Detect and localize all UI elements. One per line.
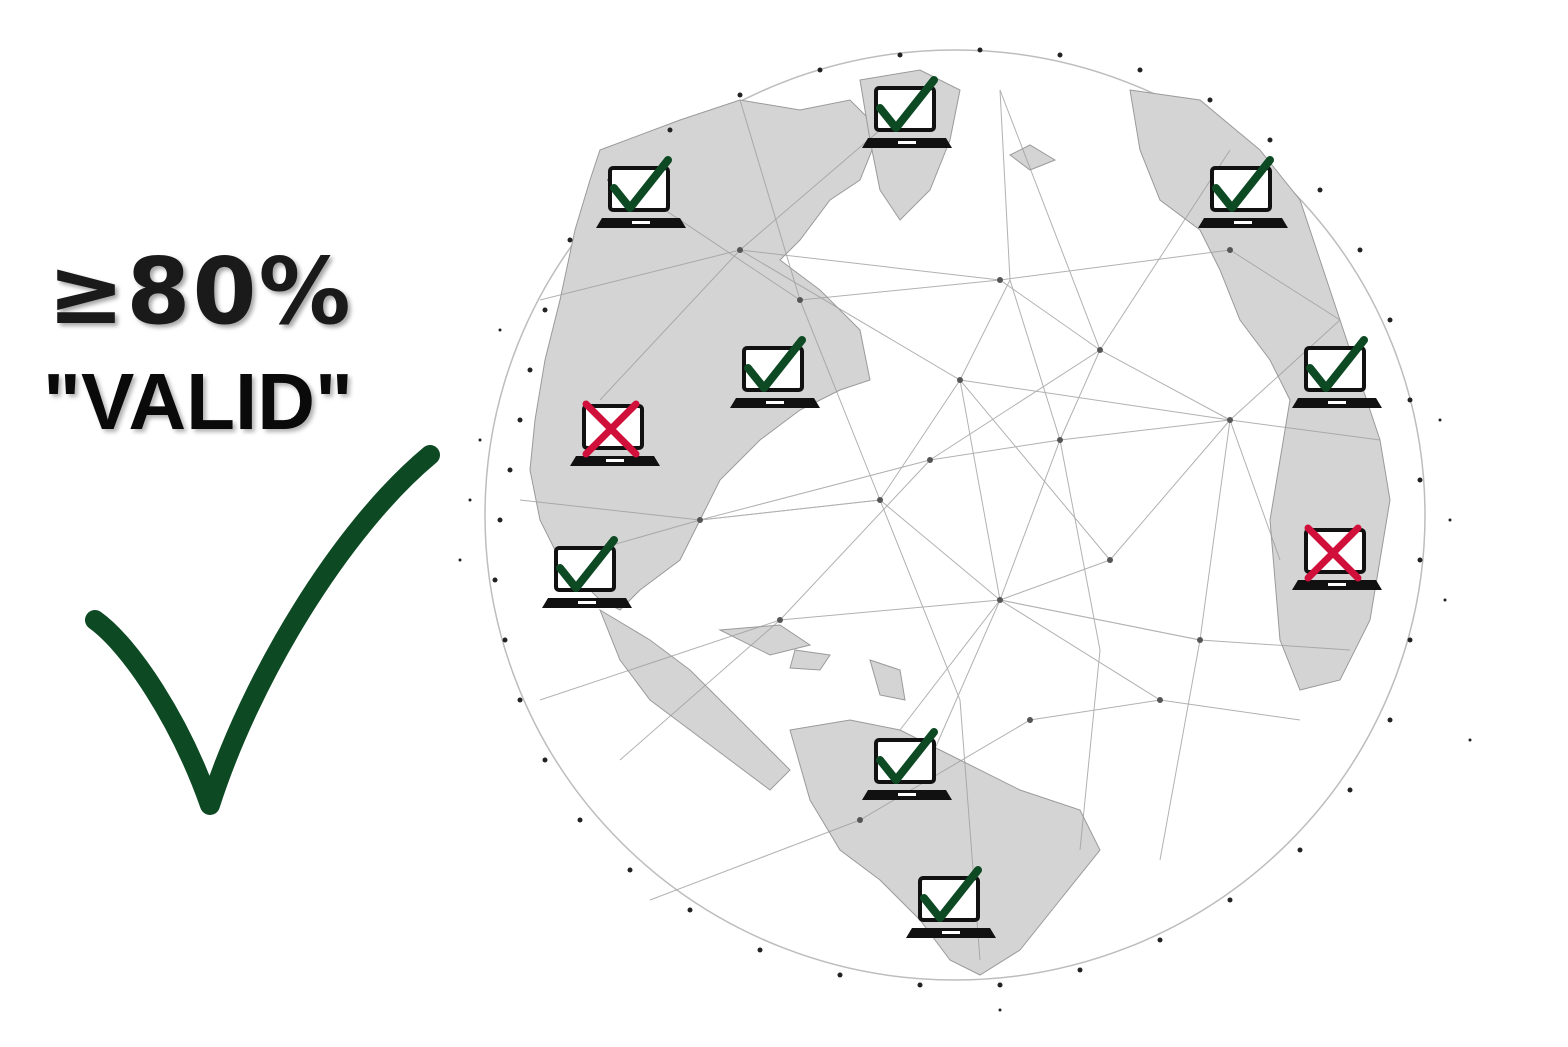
laptop-node-valid [862,76,952,148]
check-icon [1306,336,1368,392]
check-icon [556,536,618,592]
verdict-label: "VALID" [43,357,353,446]
laptop-node-valid [542,536,632,608]
check-icon [920,866,982,922]
check-icon [876,76,938,132]
laptop-node-valid [730,336,820,408]
check-icon [744,336,806,392]
check-icon [876,728,938,784]
laptop-node-invalid [1292,524,1382,590]
laptop-node-invalid [570,400,660,466]
big-checkmark-icon [85,445,440,815]
threshold-label: ≥80% [47,238,353,345]
laptop-node-valid [1198,156,1288,228]
cross-icon [582,400,640,458]
cross-icon [1304,524,1362,582]
network-globe-icon [458,47,1472,1012]
check-icon [610,156,672,212]
laptop-node-valid [596,156,686,228]
check-icon [1212,156,1274,212]
laptop-node-valid [906,866,996,938]
laptop-node-valid [1292,336,1382,408]
laptop-node-valid [862,728,952,800]
